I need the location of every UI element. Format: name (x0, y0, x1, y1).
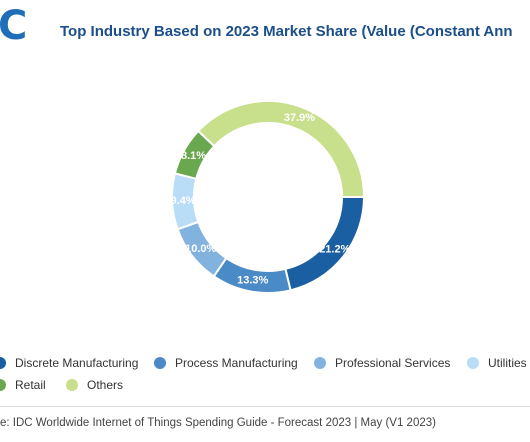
legend-label: Others (87, 378, 124, 392)
chart-title: Top Industry Based on 2023 Market Share … (60, 23, 513, 40)
legend-label: Process Manufacturing (175, 356, 298, 370)
legend-swatch-icon (314, 357, 326, 369)
slice-data-label: 10.0% (185, 243, 216, 255)
legend-item[interactable]: Professional Services (314, 356, 450, 370)
legend-swatch-icon (0, 357, 6, 369)
legend-item[interactable]: Discrete Manufacturing (0, 356, 138, 370)
legend-swatch-icon (66, 379, 78, 391)
donut-slice[interactable] (196, 100, 366, 198)
slice-data-label: 8.1% (181, 150, 206, 162)
legend-label: Professional Services (335, 356, 451, 370)
legend-item[interactable]: Retail (0, 378, 46, 392)
legend-label: Retail (15, 378, 46, 392)
donut-slices (171, 100, 366, 294)
legend-item[interactable]: Process Manufacturing (154, 356, 298, 370)
legend-label: Utilities (488, 356, 527, 370)
idc-logo: C (0, 3, 28, 49)
slice-data-label: 13.3% (237, 275, 268, 287)
legend-label: Discrete Manufacturing (15, 356, 139, 370)
slice-data-label: 21.2% (319, 244, 350, 256)
legend-item[interactable]: Others (66, 378, 123, 392)
donut-slice-labels: 21.2% 13.3% 10.0% 9.4% 8.1% 37.9% (171, 112, 351, 287)
slice-data-label: 9.4% (171, 195, 196, 207)
footer-divider (0, 406, 530, 407)
slice-data-label: 37.9% (284, 112, 315, 124)
legend-item[interactable]: Utilities (467, 356, 527, 370)
legend-swatch-icon (467, 357, 479, 369)
legend-swatch-icon (0, 379, 6, 391)
source-note: e: IDC Worldwide Internet of Things Spen… (0, 417, 436, 429)
donut-chart: 21.2% 13.3% 10.0% 9.4% 8.1% 37.9% (171, 100, 366, 294)
legend-swatch-icon (154, 357, 166, 369)
